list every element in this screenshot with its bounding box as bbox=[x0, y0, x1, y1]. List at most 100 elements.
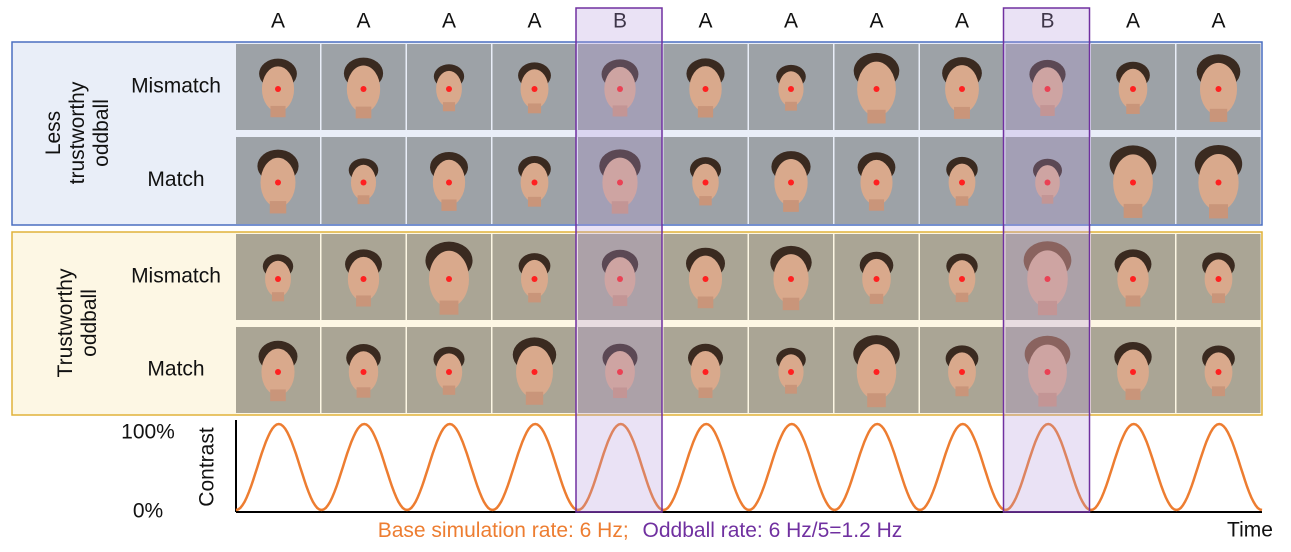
column-label: A bbox=[442, 10, 456, 33]
fixation-dot bbox=[1130, 86, 1136, 92]
face-neck bbox=[528, 292, 541, 303]
fixation-dot bbox=[1130, 276, 1136, 282]
fixation-dot bbox=[959, 276, 965, 282]
fixation-dot bbox=[1044, 276, 1051, 282]
fixation-dot bbox=[360, 369, 367, 375]
column-label: A bbox=[869, 10, 883, 33]
face-neck bbox=[955, 386, 969, 397]
face-neck bbox=[1211, 293, 1226, 304]
fixation-dot bbox=[531, 86, 538, 92]
face-neck bbox=[269, 201, 287, 214]
face-neck bbox=[1041, 195, 1054, 204]
fixation-dot bbox=[873, 276, 880, 282]
column-label: A bbox=[356, 10, 370, 33]
face-neck bbox=[527, 196, 542, 207]
face-neck bbox=[697, 296, 714, 309]
fixation-dot bbox=[275, 179, 281, 186]
face-neck bbox=[698, 387, 713, 399]
face-neck bbox=[356, 387, 371, 398]
column-label: B bbox=[613, 10, 627, 33]
column-label: A bbox=[527, 10, 541, 33]
face-neck bbox=[782, 297, 800, 311]
fixation-dot bbox=[702, 276, 709, 282]
face-neck bbox=[867, 393, 886, 408]
face-neck bbox=[1211, 386, 1226, 397]
column-label: A bbox=[1126, 10, 1140, 33]
fixation-dot bbox=[1044, 179, 1051, 186]
fixation-dot bbox=[275, 276, 281, 282]
fixation-dot bbox=[959, 86, 965, 92]
face-neck bbox=[869, 293, 884, 304]
face-neck bbox=[868, 199, 885, 211]
column-label: A bbox=[1211, 10, 1225, 33]
oddball-highlight bbox=[575, 7, 663, 513]
fixation-dot bbox=[617, 369, 623, 375]
row-label: Mismatch bbox=[131, 75, 221, 98]
column-label: A bbox=[955, 10, 969, 33]
face-neck bbox=[356, 295, 371, 307]
fixation-dot bbox=[617, 276, 623, 282]
face-neck bbox=[357, 195, 370, 205]
group-label-line: oddball bbox=[78, 289, 101, 357]
face-neck bbox=[442, 385, 456, 395]
fixation-dot bbox=[617, 86, 623, 92]
contrast-wave bbox=[235, 422, 1263, 512]
fixation-dot bbox=[617, 179, 623, 186]
fixation-dot bbox=[275, 369, 281, 375]
row-label: Match bbox=[147, 168, 204, 191]
oddball-highlight bbox=[1002, 7, 1091, 513]
oddball-rate: Oddball rate: 6 Hz/5=1.2 Hz bbox=[643, 519, 903, 542]
base-rate: Base simulation rate: 6 Hz; bbox=[378, 519, 629, 542]
face-neck bbox=[785, 101, 797, 111]
fixation-dot bbox=[1044, 86, 1051, 92]
face-neck bbox=[1037, 300, 1058, 316]
fixation-dot bbox=[873, 369, 880, 375]
fixation-dot bbox=[1215, 369, 1222, 375]
row-label: Mismatch bbox=[131, 265, 221, 288]
fixation-dot bbox=[788, 276, 794, 282]
face-neck bbox=[527, 103, 542, 114]
face-neck bbox=[355, 106, 372, 119]
fixation-dot bbox=[873, 179, 880, 186]
face-neck bbox=[1126, 103, 1140, 114]
face-neck bbox=[441, 199, 457, 211]
fixation-dot bbox=[360, 179, 367, 186]
fixation-dot bbox=[788, 179, 794, 186]
fixation-dot bbox=[446, 369, 452, 375]
group-label-line: Less bbox=[42, 111, 65, 155]
fixation-dot bbox=[1215, 276, 1222, 282]
face-neck bbox=[955, 196, 969, 206]
column-label: A bbox=[271, 10, 285, 33]
face-neck bbox=[1123, 203, 1143, 218]
face-neck bbox=[271, 292, 285, 302]
face-neck bbox=[439, 300, 459, 315]
fixation-dot bbox=[788, 86, 794, 92]
fixation-dot bbox=[788, 369, 794, 375]
face-neck bbox=[954, 106, 970, 119]
face-neck bbox=[785, 384, 797, 394]
fixation-dot bbox=[702, 369, 709, 375]
face-neck bbox=[270, 389, 286, 402]
group-label: Trustworthyoddball bbox=[54, 268, 101, 377]
fixation-dot bbox=[959, 369, 965, 375]
face-neck bbox=[612, 105, 628, 117]
face-neck bbox=[1038, 392, 1057, 407]
face-neck bbox=[612, 295, 628, 307]
fixation-dot bbox=[702, 86, 709, 92]
face-neck bbox=[270, 105, 286, 118]
face-neck bbox=[697, 106, 714, 118]
face-neck bbox=[1125, 295, 1141, 307]
fixation-dot bbox=[1130, 179, 1136, 186]
face-neck bbox=[955, 292, 969, 303]
face-neck bbox=[612, 387, 628, 399]
fixation-dot bbox=[531, 276, 538, 282]
face-neck bbox=[783, 200, 799, 212]
bottom-label: 0% bbox=[133, 500, 163, 523]
fixation-dot bbox=[531, 179, 538, 186]
time-label: Time bbox=[1227, 519, 1273, 542]
fixation-dot bbox=[446, 276, 452, 282]
face-neck bbox=[1209, 204, 1228, 219]
axis-label: Contrast bbox=[196, 427, 219, 507]
fixation-dot bbox=[1044, 369, 1051, 375]
